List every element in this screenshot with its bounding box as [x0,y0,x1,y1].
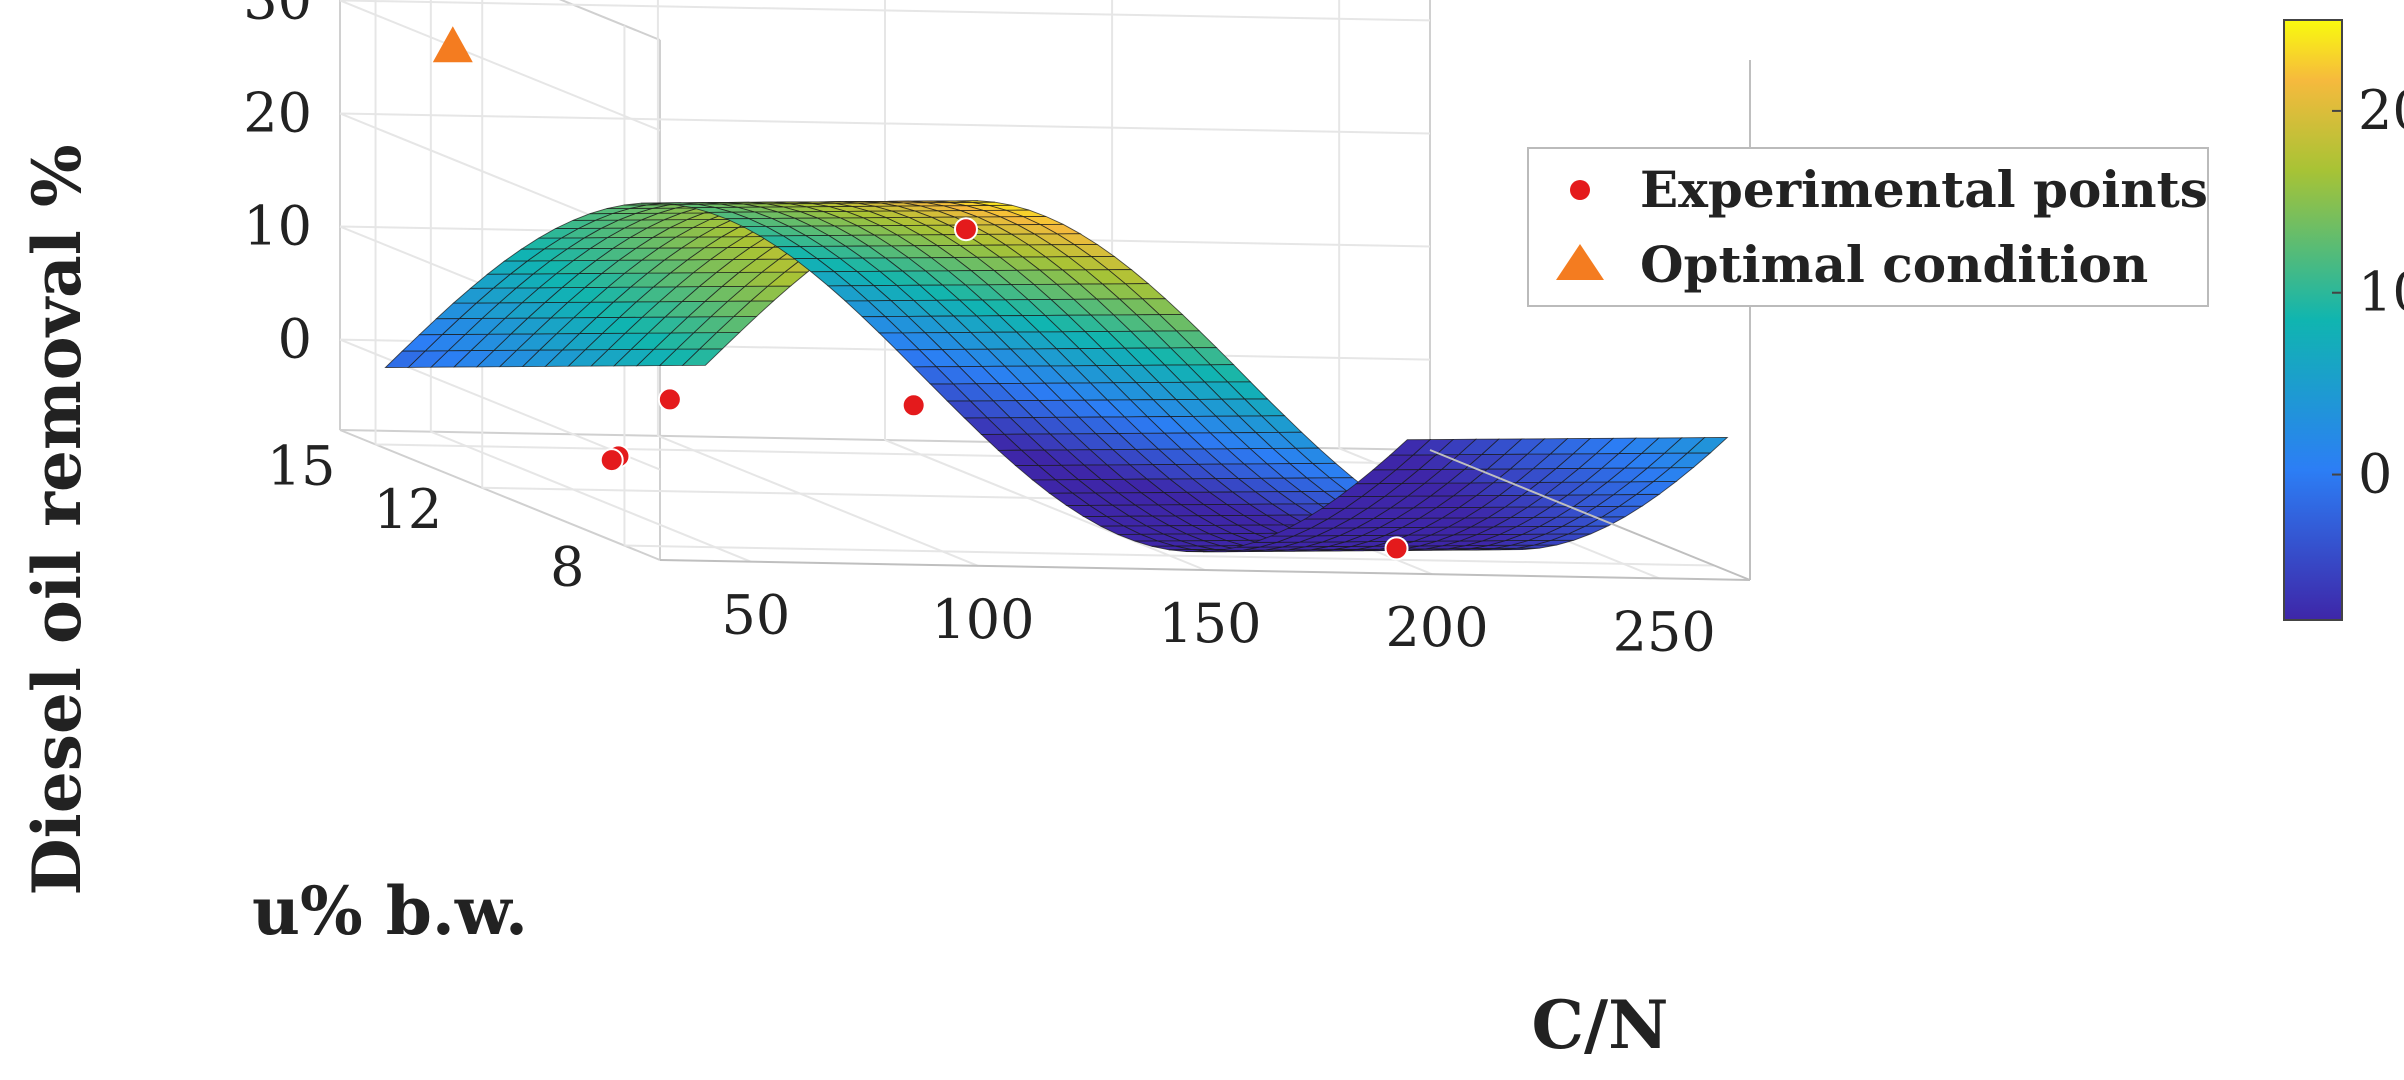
y-tick-label: 12 [374,478,443,541]
legend-label-experimental: Experimental points [1640,160,2208,219]
y-axis-title: u% b.w. [252,872,528,950]
colorbar-tick-label: 10 [2358,261,2404,324]
colorbar-gradient [2283,19,2343,621]
grid-line-y [624,544,1715,567]
experimental-point [657,387,682,412]
legend-marker-optimal [1556,244,1604,280]
x-tick-label: 200 [1386,596,1489,659]
box-edge-back [339,429,661,561]
legend-marker-experimental [1570,180,1590,200]
legend: Experimental points Optimal condition [1527,147,2209,307]
z-axis-title: Diesel oil removal % [18,144,96,895]
y-tick-label: 15 [267,434,336,497]
tick-labels: 50 100 150 200 250 0 10 20 30 8 12 15 [243,0,1715,663]
optimal-point-marker [432,26,473,63]
x-tick-label: 50 [721,584,790,647]
surface-patch [1389,439,1432,456]
z-tick-label: 10 [243,195,312,258]
grid-line-z-side [339,0,661,132]
x-tick-label: 100 [931,588,1034,651]
experimental-point [599,448,624,473]
box-edge-front [659,559,1751,581]
z-tick-label: 0 [278,308,312,371]
colorbar: 0 10 20 [2283,19,2404,621]
colorbar-tick-label: 0 [2358,443,2392,506]
grid-line-x-floor [884,439,1206,571]
experimental-point [901,393,926,418]
grid-line-z [339,112,1431,135]
grid-line-z [339,0,1431,22]
axes-box-front [659,60,1751,581]
experimental-point [953,217,978,242]
box-edge-front [1429,449,1751,581]
x-tick-label: 150 [1158,592,1261,655]
data-markers [432,26,1409,561]
legend-label-optimal: Optimal condition [1640,235,2148,294]
grid-line-x-floor [657,434,979,567]
colorbar-tick-label: 20 [2358,79,2404,142]
x-tick-label: 250 [1613,600,1716,663]
x-axis-title: C/N [1532,986,1669,1064]
experimental-point [1384,536,1409,561]
z-tick-label: 20 [243,81,312,144]
z-tick-label: 30 [243,0,312,31]
y-tick-label: 8 [550,536,584,599]
colorbar-ticks: 0 10 20 [2332,79,2404,506]
surface [384,200,1729,553]
box-edge-back [558,0,661,41]
legend-box [1527,147,2209,307]
grid-line-x-floor [430,430,752,563]
